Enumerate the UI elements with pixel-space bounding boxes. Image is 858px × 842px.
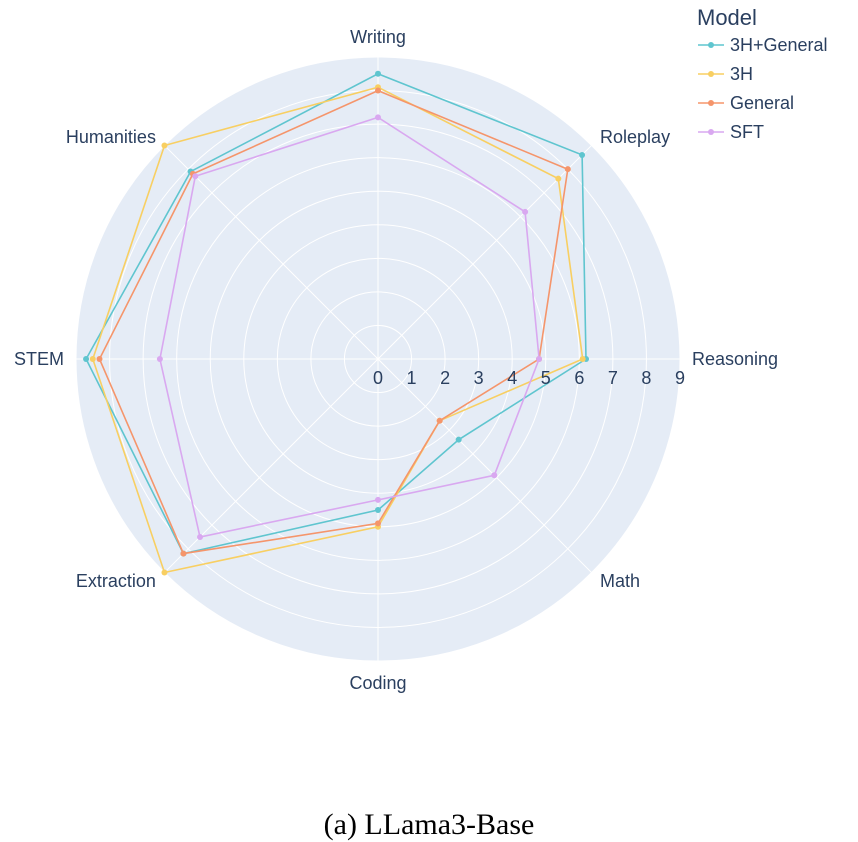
radial-tick-label: 6: [574, 368, 584, 388]
axis-label-roleplay: Roleplay: [600, 127, 670, 147]
axis-label-coding: Coding: [349, 673, 406, 693]
radial-tick-label: 2: [440, 368, 450, 388]
axis-label-humanities: Humanities: [66, 127, 156, 147]
radial-tick-label: 7: [608, 368, 618, 388]
radial-tick-label: 8: [641, 368, 651, 388]
data-point-general: [564, 166, 571, 173]
data-point-3h: [161, 142, 168, 149]
data-point-sft: [375, 496, 381, 503]
data-point-sft: [491, 472, 498, 479]
data-point-sft: [375, 114, 381, 121]
data-point-general: [375, 87, 381, 94]
data-point-3h: [89, 356, 96, 362]
data-point-3h: [555, 175, 562, 182]
radial-tick-label: 4: [507, 368, 517, 388]
radial-tick-label: 3: [474, 368, 484, 388]
data-point-sft: [536, 356, 543, 362]
data-point-3h-general: [579, 151, 586, 158]
legend-swatch-marker: [708, 129, 714, 135]
axis-labels: Writing Roleplay Reasoning Math Coding Extrac…: [14, 27, 778, 693]
angular-grid: [76, 57, 680, 661]
spoke-line: [377, 145, 592, 360]
axis-label-writing: Writing: [350, 27, 406, 47]
axis-label-reasoning: Reasoning: [692, 349, 778, 369]
legend-swatch-marker: [708, 42, 714, 48]
data-point-sft: [522, 208, 529, 215]
series-layer: [83, 70, 590, 576]
data-point-3h-general: [375, 70, 381, 77]
axis-label-stem: STEM: [14, 349, 64, 369]
data-point-general: [180, 550, 187, 557]
legend-entry: General: [730, 93, 794, 113]
radial-tick-label: 1: [407, 368, 417, 388]
figure-caption: (a) LLama3-Base: [323, 808, 535, 841]
axis-label-extraction: Extraction: [76, 571, 156, 591]
data-point-sft: [192, 173, 199, 180]
legend-swatch-marker: [708, 100, 714, 106]
data-point-sft: [197, 533, 204, 540]
legend-entry: 3H+General: [730, 35, 828, 55]
spoke-line: [377, 358, 592, 573]
data-point-general: [436, 417, 443, 424]
data-point-3h-general: [455, 436, 462, 443]
data-point-3h: [161, 569, 168, 576]
spoke-line: [164, 145, 379, 360]
legend-title: Model: [697, 5, 757, 30]
legend-entry: 3H: [730, 64, 753, 84]
data-point-3h-general: [375, 507, 381, 513]
legend-swatch-marker: [708, 71, 714, 77]
legend: Model 3H+General 3H General SFT: [697, 5, 828, 142]
data-point-general: [375, 520, 381, 527]
radial-tick-label: 0: [373, 368, 383, 388]
radar-chart: Writing Roleplay Reasoning Math Coding Extrac…: [14, 5, 828, 693]
data-point-3h: [579, 356, 586, 362]
axis-label-math: Math: [600, 571, 640, 591]
radial-ticks: 0 1 2 3 4 5 6 7 8 9: [373, 368, 685, 388]
data-point-sft: [156, 356, 163, 362]
legend-entry: SFT: [730, 122, 764, 142]
data-point-general: [96, 356, 103, 362]
radial-tick-label: 9: [675, 368, 685, 388]
data-point-3h-general: [83, 356, 90, 362]
radial-tick-label: 5: [541, 368, 551, 388]
